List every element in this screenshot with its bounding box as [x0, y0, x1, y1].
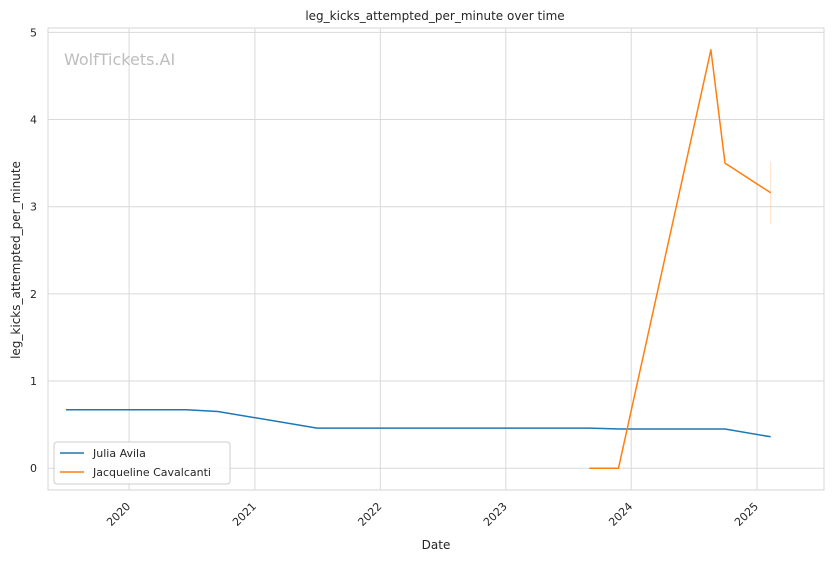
- data-point-julia-avila-1: [185, 409, 187, 411]
- data-point-julia-avila-2: [217, 411, 219, 413]
- watermark-text: WolfTickets.AI: [64, 50, 175, 69]
- legend-label-julia-avila: Julia Avila: [92, 447, 146, 460]
- x-axis-label: Date: [422, 538, 451, 552]
- chart-title: leg_kicks_attempted_per_minute over time: [305, 9, 564, 23]
- data-point-jacqueline-cavalcanti-0: [588, 467, 590, 469]
- legend-box: [53, 441, 231, 485]
- data-point-julia-avila-7: [770, 436, 772, 438]
- data-point-julia-avila-3: [316, 427, 318, 429]
- y-tick-label-5: 5: [30, 26, 37, 39]
- series-line-julia-avila: [65, 409, 771, 438]
- y-tick-label-4: 4: [30, 114, 37, 127]
- y-tick-label-2: 2: [30, 288, 37, 301]
- data-point-julia-avila-5: [619, 428, 621, 430]
- y-tick-label-3: 3: [30, 201, 37, 214]
- data-point-julia-avila-4: [588, 427, 590, 429]
- y-axis-label: leg_kicks_attempted_per_minute: [9, 161, 23, 359]
- data-point-jacqueline-cavalcanti-1: [617, 467, 619, 469]
- y-tick-label-0: 0: [30, 462, 37, 475]
- y-tick-label-1: 1: [30, 375, 37, 388]
- data-point-jacqueline-cavalcanti-3: [724, 162, 726, 164]
- legend-label-jacqueline-cavalcanti: Jacqueline Cavalcanti: [92, 466, 211, 479]
- data-point-julia-avila-6: [724, 428, 726, 430]
- series-layer: [65, 49, 772, 469]
- data-point-julia-avila-0: [65, 409, 67, 411]
- data-point-jacqueline-cavalcanti-2: [710, 49, 712, 51]
- series-jacqueline-cavalcanti: [588, 49, 772, 469]
- legend: Julia Avila Jacqueline Cavalcanti: [53, 441, 231, 485]
- y-axis-ticks: 0 1 2 3 4 5: [30, 26, 37, 475]
- plot-area: [47, 27, 825, 491]
- series-line-jacqueline-cavalcanti: [589, 49, 772, 469]
- series-julia-avila: [65, 409, 772, 438]
